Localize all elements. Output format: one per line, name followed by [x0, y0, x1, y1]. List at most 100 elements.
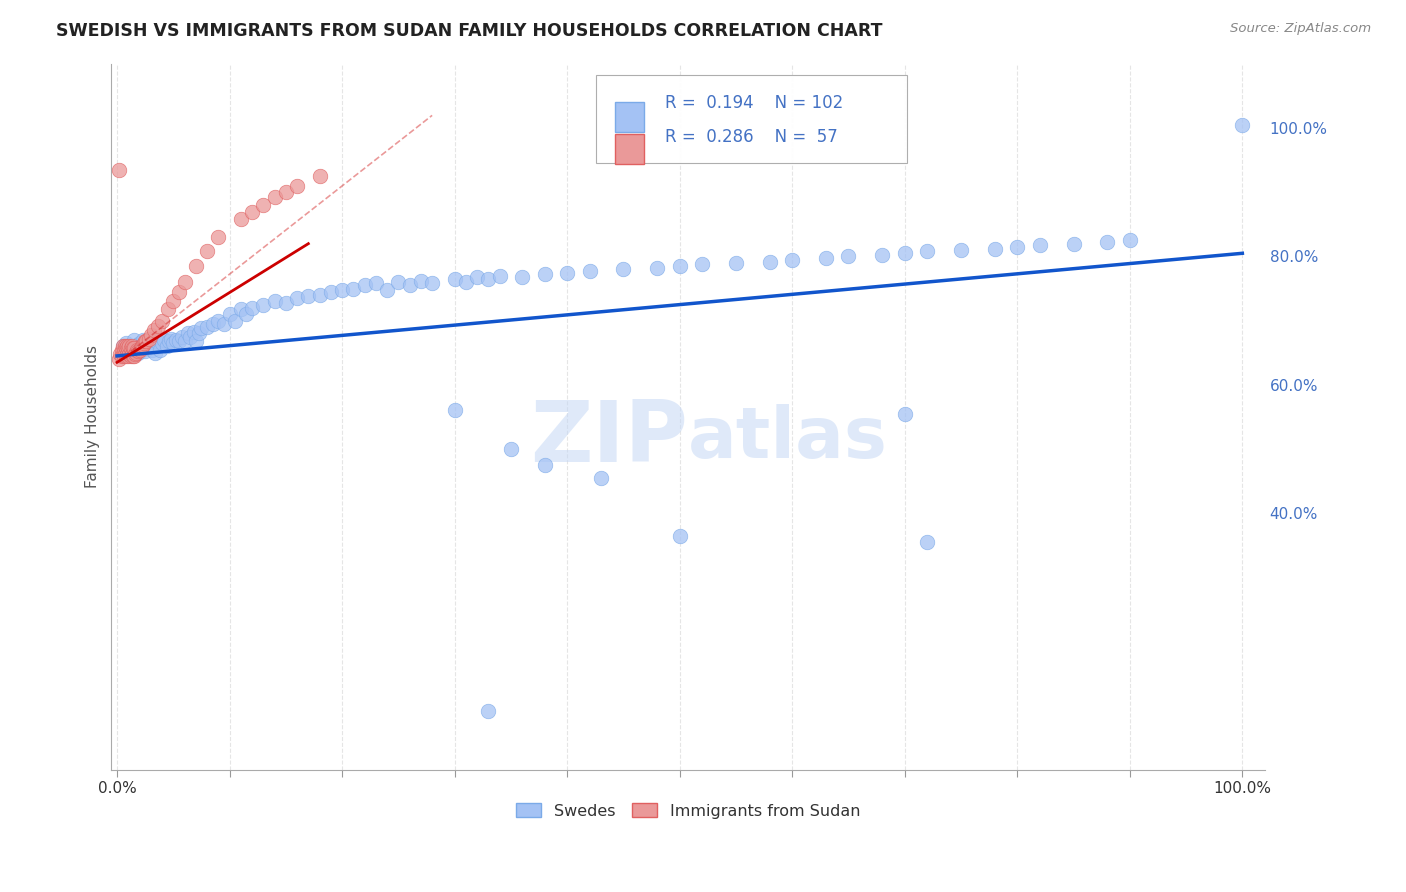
Point	[364, 277, 387, 291]
Point	[894, 246, 917, 260]
Point	[1232, 118, 1254, 132]
Point	[443, 403, 465, 417]
Point	[120, 339, 142, 353]
Point	[240, 301, 263, 315]
Y-axis label: Family Households: Family Households	[86, 345, 100, 488]
Point	[142, 338, 165, 352]
Point	[165, 333, 187, 347]
Point	[398, 278, 420, 293]
Point	[375, 283, 398, 297]
Point	[353, 278, 375, 293]
Point	[917, 244, 939, 259]
Point	[195, 320, 218, 334]
Point	[409, 274, 432, 288]
Point	[477, 272, 499, 286]
Point	[112, 349, 135, 363]
Point	[229, 302, 252, 317]
Point	[443, 272, 465, 286]
Point	[121, 349, 143, 363]
Point	[111, 347, 134, 361]
Point	[274, 186, 297, 200]
Point	[117, 343, 139, 357]
Point	[134, 334, 156, 348]
Text: R =  0.194    N = 102: R = 0.194 N = 102	[665, 94, 844, 112]
Point	[143, 323, 166, 337]
Point	[111, 339, 134, 353]
Point	[131, 343, 153, 357]
Point	[173, 334, 195, 348]
Point	[129, 341, 152, 355]
Text: atlas: atlas	[688, 403, 889, 473]
Text: SWEDISH VS IMMIGRANTS FROM SUDAN FAMILY HOUSEHOLDS CORRELATION CHART: SWEDISH VS IMMIGRANTS FROM SUDAN FAMILY …	[56, 22, 883, 40]
Point	[420, 277, 443, 291]
Point	[115, 347, 138, 361]
Point	[308, 288, 330, 302]
Point	[297, 289, 319, 303]
Point	[330, 283, 353, 297]
Point	[122, 349, 145, 363]
Point	[153, 333, 176, 347]
Point	[465, 270, 488, 285]
Point	[157, 334, 180, 348]
Point	[149, 343, 172, 357]
Point	[235, 307, 257, 321]
Point	[134, 344, 156, 359]
Point	[454, 275, 477, 289]
Point	[218, 307, 240, 321]
Point	[285, 291, 308, 305]
Point	[780, 252, 803, 267]
Point	[150, 313, 173, 327]
Point	[499, 442, 522, 456]
Point	[132, 341, 155, 355]
Point	[724, 256, 747, 270]
Point	[139, 327, 162, 342]
Point	[139, 334, 162, 348]
Point	[172, 329, 194, 343]
Point	[141, 343, 163, 357]
Point	[132, 336, 155, 351]
Point	[342, 282, 364, 296]
Point	[1007, 240, 1029, 254]
Point	[177, 326, 200, 341]
Point	[477, 704, 499, 718]
Point	[145, 334, 167, 348]
Point	[240, 204, 263, 219]
Point	[201, 317, 224, 331]
Point	[124, 347, 146, 361]
Point	[578, 263, 600, 277]
Point	[122, 341, 145, 355]
Point	[121, 339, 143, 353]
Point	[319, 285, 342, 299]
Point	[229, 212, 252, 227]
Point	[112, 343, 135, 357]
Point	[870, 248, 893, 262]
Point	[160, 332, 183, 346]
Point	[117, 341, 139, 355]
Point	[156, 302, 179, 317]
Point	[190, 321, 212, 335]
Point	[690, 257, 713, 271]
Point	[1119, 234, 1142, 248]
Point	[129, 339, 152, 353]
Text: ZIP: ZIP	[530, 397, 688, 480]
Point	[124, 343, 146, 357]
Point	[645, 260, 668, 275]
Point	[263, 294, 285, 309]
Point	[125, 345, 148, 359]
Point	[132, 338, 155, 352]
Point	[118, 339, 141, 353]
Point	[162, 336, 184, 351]
Point	[117, 349, 139, 363]
Point	[589, 471, 612, 485]
Point	[115, 341, 138, 355]
Point	[488, 268, 510, 283]
Point	[143, 345, 166, 359]
Point	[155, 339, 177, 353]
Point	[128, 336, 150, 351]
Point	[1063, 236, 1085, 251]
Point	[184, 259, 207, 273]
Point	[136, 336, 159, 351]
Point	[555, 266, 578, 280]
Point	[1097, 235, 1119, 250]
Point	[115, 336, 138, 351]
